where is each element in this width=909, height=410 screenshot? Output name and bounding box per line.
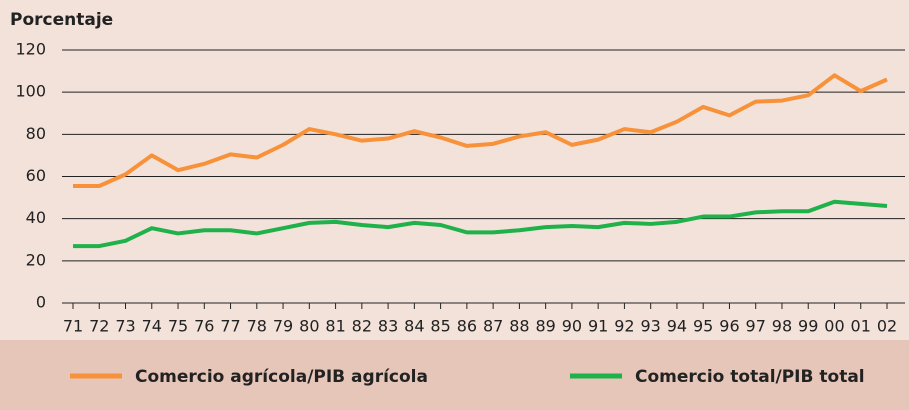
x-tick-label: 85	[430, 317, 450, 336]
y-tick-label: 20	[26, 250, 46, 269]
legend-band	[0, 340, 909, 410]
x-tick-label: 93	[640, 317, 660, 336]
x-tick-label: 97	[746, 317, 766, 336]
x-tick-label: 91	[588, 317, 608, 336]
x-tick-label: 99	[798, 317, 818, 336]
x-tick-label: 98	[772, 317, 792, 336]
x-tick-label: 92	[614, 317, 634, 336]
x-tick-label: 00	[824, 317, 844, 336]
x-tick-label: 72	[89, 317, 109, 336]
x-tick-label: 74	[142, 317, 162, 336]
x-tick-label: 90	[562, 317, 582, 336]
x-tick-label: 78	[247, 317, 267, 336]
x-tick-label: 80	[299, 317, 319, 336]
y-tick-label: 80	[26, 124, 46, 143]
x-tick-label: 79	[273, 317, 293, 336]
x-tick-label: 94	[667, 317, 687, 336]
x-tick-label: 87	[483, 317, 503, 336]
y-tick-label: 100	[15, 82, 46, 101]
x-tick-label: 86	[457, 317, 477, 336]
x-tick-label: 75	[168, 317, 188, 336]
x-tick-label: 95	[693, 317, 713, 336]
x-tick-label: 02	[877, 317, 897, 336]
x-tick-label: 76	[194, 317, 214, 336]
x-tick-label: 83	[378, 317, 398, 336]
y-tick-label: 120	[15, 40, 46, 59]
x-tick-label: 84	[404, 317, 424, 336]
x-tick-label: 73	[115, 317, 135, 336]
data-line	[73, 199, 888, 249]
y-tick-label: 0	[36, 293, 46, 312]
y-tick-label: 40	[26, 208, 46, 227]
legend-label: Comercio total/PIB total	[635, 367, 865, 387]
legend-label: Comercio agrícola/PIB agrícola	[135, 367, 428, 387]
data-line	[73, 73, 888, 188]
x-tick-label: 89	[535, 317, 555, 336]
y-axis-title: Porcentaje	[10, 10, 113, 30]
x-tick-label: 96	[719, 317, 739, 336]
x-tick-label: 01	[851, 317, 871, 336]
x-tick-label: 82	[352, 317, 372, 336]
x-tick-label: 77	[220, 317, 240, 336]
x-tick-label: 81	[325, 317, 345, 336]
x-tick-label: 88	[509, 317, 529, 336]
x-tick-label: 71	[63, 317, 83, 336]
y-tick-label: 60	[26, 166, 46, 185]
